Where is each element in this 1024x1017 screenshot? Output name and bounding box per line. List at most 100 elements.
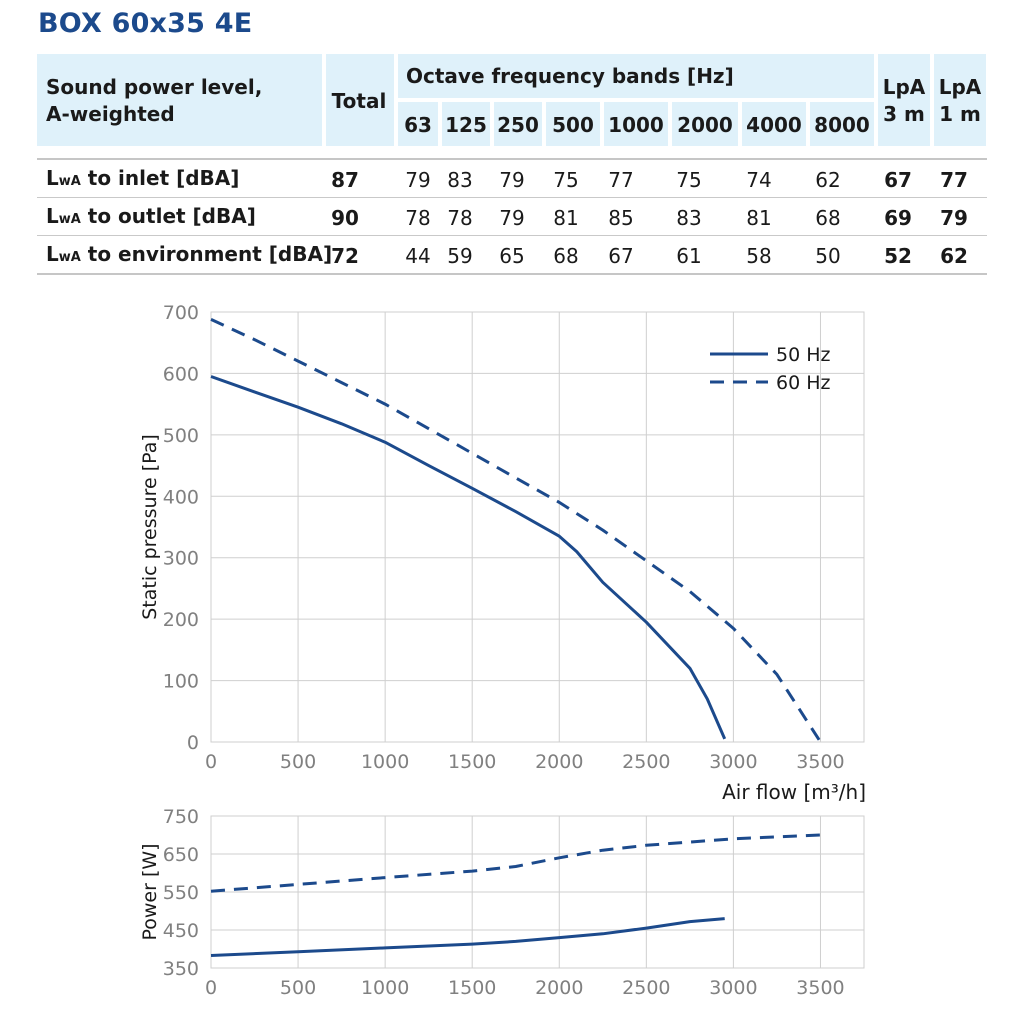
x-tick-label: 3500 bbox=[796, 751, 844, 773]
header-band-500: 500 bbox=[552, 113, 594, 137]
x-tick-label: 2500 bbox=[622, 751, 670, 773]
row-label-rest: to outlet [dBA] bbox=[80, 204, 256, 228]
x-tick-label: 1500 bbox=[448, 977, 496, 999]
row-label-subscript: wA bbox=[58, 174, 81, 189]
y-axis-label: Power [W] bbox=[139, 843, 161, 940]
header-total: Total bbox=[331, 89, 387, 113]
row-value-8000: 62 bbox=[815, 168, 841, 192]
legend-entry: 60 Hz bbox=[776, 372, 831, 394]
y-tick-label: 650 bbox=[163, 844, 199, 866]
table-row-label: LwA to outlet [dBA] bbox=[46, 204, 256, 228]
y-axis-label: Static pressure [Pa] bbox=[139, 434, 161, 620]
static-pressure-chart: 0 500 1000 1500 2000 2500 3000 3500 0 100 200 300 40… bbox=[139, 302, 866, 804]
header-bg-lpa1 bbox=[934, 54, 986, 146]
row-total: 87 bbox=[331, 168, 359, 192]
header-band-63: 63 bbox=[404, 113, 432, 137]
row-value-8000: 68 bbox=[815, 206, 841, 230]
x-tick-label: 0 bbox=[205, 977, 217, 999]
header-band-2000: 2000 bbox=[677, 113, 733, 137]
row-lpa3: 67 bbox=[884, 168, 912, 192]
header-octave: Octave frequency bands [Hz] bbox=[406, 64, 734, 88]
row-value-63: 44 bbox=[405, 244, 431, 268]
table-rule-top bbox=[37, 158, 987, 160]
table-rule-2 bbox=[37, 235, 987, 236]
header-bg-band-63 bbox=[398, 102, 438, 146]
row-lpa1: 62 bbox=[940, 244, 968, 268]
row-value-63: 79 bbox=[405, 168, 431, 192]
row-label-prefix: L bbox=[46, 166, 59, 190]
x-axis-label: Air flow [m³/h] bbox=[722, 780, 866, 804]
row-value-4000: 58 bbox=[746, 244, 772, 268]
table-row-label: LwA to inlet [dBA] bbox=[46, 166, 239, 190]
header-bg-band-2000 bbox=[672, 102, 738, 146]
row-value-500: 81 bbox=[553, 206, 579, 230]
row-lpa1: 77 bbox=[940, 168, 968, 192]
header-lpa1-line1: LpA bbox=[938, 75, 982, 99]
x-tick-label: 3000 bbox=[709, 977, 757, 999]
row-label-prefix: L bbox=[46, 204, 59, 228]
row-label-rest: to environment [dBA] bbox=[80, 242, 333, 266]
table-rule-bottom bbox=[37, 273, 987, 275]
row-value-500: 75 bbox=[553, 168, 579, 192]
row-label-rest: to inlet [dBA] bbox=[80, 166, 240, 190]
row-value-2000: 61 bbox=[676, 244, 702, 268]
x-tick-label: 3500 bbox=[796, 977, 844, 999]
row-lpa3: 52 bbox=[884, 244, 912, 268]
header-label-line1: Sound power level, bbox=[46, 75, 263, 99]
y-tick-label: 100 bbox=[163, 671, 199, 693]
header-lpa3-line2: 3 m bbox=[883, 102, 925, 126]
row-value-2000: 83 bbox=[676, 206, 702, 230]
series-line-60-hz bbox=[210, 318, 822, 743]
power-chart: 0 500 1000 1500 2000 2500 3000 3500 350 450 550 650… bbox=[139, 806, 865, 999]
table-rule-1 bbox=[37, 197, 987, 198]
row-label-prefix: L bbox=[46, 242, 59, 266]
header-bg-label bbox=[37, 54, 322, 146]
row-label-subscript: wA bbox=[58, 212, 81, 227]
x-tick-label: 3000 bbox=[709, 751, 757, 773]
header-bg-band-125 bbox=[442, 102, 490, 146]
row-lpa1: 79 bbox=[940, 206, 968, 230]
row-value-125: 83 bbox=[447, 168, 473, 192]
row-value-125: 59 bbox=[447, 244, 473, 268]
y-tick-label: 600 bbox=[163, 363, 199, 385]
y-tick-label: 550 bbox=[163, 882, 199, 904]
y-tick-label: 500 bbox=[163, 425, 199, 447]
x-tick-label: 1500 bbox=[448, 751, 496, 773]
header-bg-lpa3 bbox=[878, 54, 930, 146]
y-tick-label: 300 bbox=[163, 548, 199, 570]
x-tick-label: 2000 bbox=[535, 977, 583, 999]
header-band-4000: 4000 bbox=[746, 113, 802, 137]
row-value-500: 68 bbox=[553, 244, 579, 268]
row-value-63: 78 bbox=[405, 206, 431, 230]
y-tick-label: 200 bbox=[163, 609, 199, 631]
x-tick-label: 2000 bbox=[535, 751, 583, 773]
series-line-60-hz bbox=[210, 833, 821, 893]
row-value-2000: 75 bbox=[676, 168, 702, 192]
y-tick-label: 350 bbox=[163, 958, 199, 980]
row-value-1000: 85 bbox=[608, 206, 634, 230]
header-lpa3-line1: LpA bbox=[882, 75, 926, 99]
x-tick-label: 1000 bbox=[361, 751, 409, 773]
header-bg-band-8000 bbox=[810, 102, 874, 146]
header-bg-octave bbox=[398, 54, 874, 98]
header-bg-band-4000 bbox=[742, 102, 806, 146]
header-bg-band-250 bbox=[494, 102, 542, 146]
row-total: 72 bbox=[331, 244, 359, 268]
legend-entry: 50 Hz bbox=[776, 344, 831, 366]
row-lpa3: 69 bbox=[884, 206, 912, 230]
row-value-250: 65 bbox=[499, 244, 525, 268]
row-value-8000: 50 bbox=[815, 244, 841, 268]
row-total: 90 bbox=[331, 206, 359, 230]
row-value-1000: 77 bbox=[608, 168, 634, 192]
y-tick-label: 700 bbox=[163, 302, 199, 324]
row-value-4000: 81 bbox=[746, 206, 772, 230]
x-tick-label: 500 bbox=[280, 977, 316, 999]
row-value-4000: 74 bbox=[746, 168, 772, 192]
x-tick-label: 1000 bbox=[361, 977, 409, 999]
row-label-subscript: wA bbox=[58, 250, 81, 265]
row-value-250: 79 bbox=[499, 168, 525, 192]
y-tick-label: 750 bbox=[163, 806, 199, 828]
page-title: BOX 60x35 4E bbox=[38, 8, 253, 39]
row-value-1000: 67 bbox=[608, 244, 634, 268]
